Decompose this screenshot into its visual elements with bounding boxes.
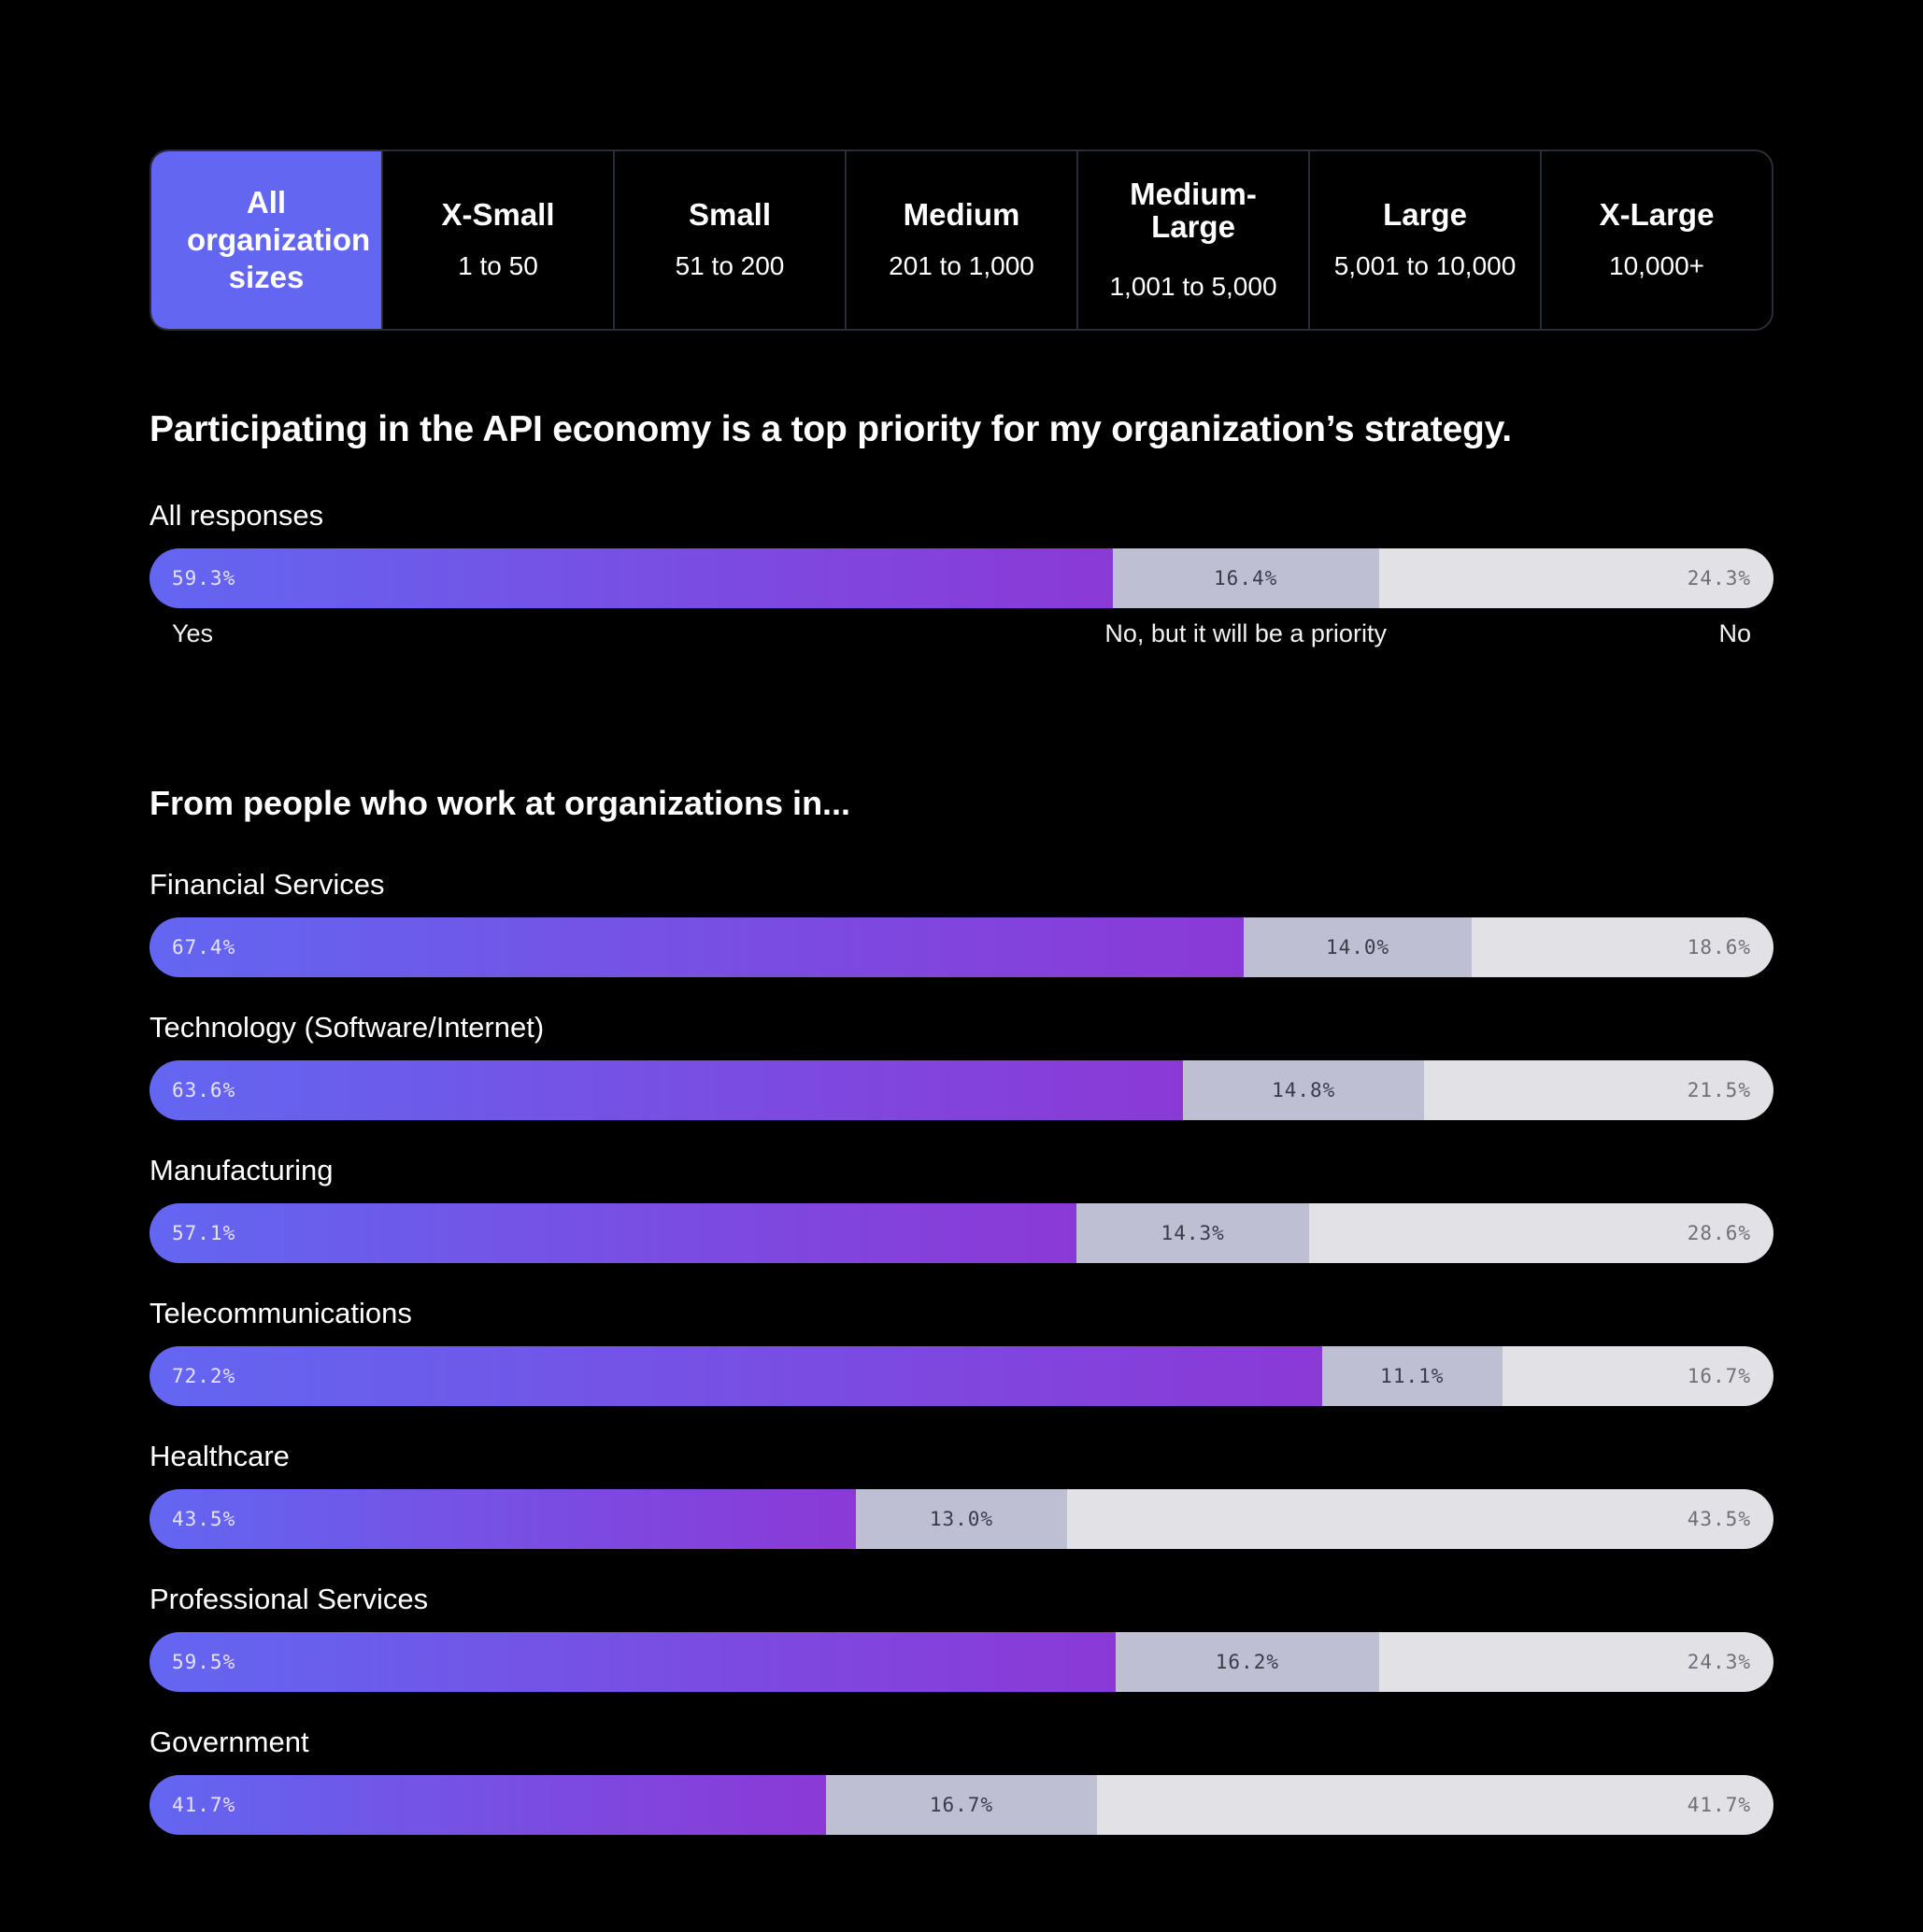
- tab-range: 1 to 50: [458, 251, 538, 281]
- segment-yes: 63.6%: [150, 1060, 1184, 1120]
- segment-yes: 72.2%: [150, 1346, 1322, 1406]
- tab-range: 51 to 200: [675, 251, 785, 281]
- bar-government: 41.7% 16.7% 41.7%: [150, 1775, 1773, 1835]
- segment-no: 43.5%: [1066, 1489, 1773, 1549]
- data-label: 24.3%: [1687, 1651, 1751, 1673]
- segment-no-but-priority: 16.2%: [1116, 1632, 1379, 1692]
- data-label: 14.0%: [1325, 936, 1390, 959]
- data-label: 24.3%: [1687, 567, 1751, 590]
- industry-subheading: From people who work at organizations in…: [150, 784, 851, 822]
- data-label: 16.2%: [1215, 1651, 1279, 1673]
- data-label: 59.3%: [172, 567, 236, 590]
- tab-medium-large[interactable]: Medium-Large 1,001 to 5,000: [1076, 151, 1308, 329]
- bar-label-professional-services: Professional Services: [150, 1583, 429, 1615]
- data-label: 13.0%: [929, 1508, 994, 1530]
- bar-label-financial-services: Financial Services: [150, 868, 385, 901]
- tab-name: X-Small: [441, 196, 555, 232]
- bar-professional-services: 59.5% 16.2% 24.3%: [150, 1632, 1773, 1692]
- bar-all-responses: 59.3% 16.4% 24.3%: [150, 548, 1773, 608]
- segment-no: 24.3%: [1378, 548, 1773, 608]
- legend: Yes No, but it will be a priority No: [150, 608, 1773, 664]
- bar-telecommunications: 72.2% 11.1% 16.7%: [150, 1346, 1773, 1406]
- bar-healthcare: 43.5% 13.0% 43.5%: [150, 1489, 1773, 1549]
- data-label: 16.4%: [1214, 567, 1278, 590]
- segment-no: 24.3%: [1378, 1632, 1773, 1692]
- tab-all-organization-sizes[interactable]: All organization sizes: [151, 151, 381, 329]
- tab-name: Medium: [903, 196, 1020, 232]
- segment-no-but-priority: 14.3%: [1076, 1203, 1309, 1263]
- segment-no: 28.6%: [1308, 1203, 1773, 1263]
- segment-yes: 41.7%: [150, 1775, 827, 1835]
- segment-yes: 43.5%: [150, 1489, 857, 1549]
- tab-medium[interactable]: Medium 201 to 1,000: [845, 151, 1076, 329]
- data-label: 72.2%: [172, 1365, 236, 1387]
- bar-technology: 63.6% 14.8% 21.5%: [150, 1060, 1773, 1120]
- legend-yes: Yes: [172, 619, 214, 647]
- tab-name: Small: [688, 196, 772, 232]
- bar-label-healthcare: Healthcare: [150, 1440, 290, 1472]
- segment-no: 41.7%: [1096, 1775, 1773, 1835]
- segment-no-but-priority: 14.0%: [1244, 917, 1472, 977]
- segment-no-but-priority: 14.8%: [1183, 1060, 1424, 1120]
- segment-yes: 57.1%: [150, 1203, 1077, 1263]
- bar-label-telecommunications: Telecommunications: [150, 1297, 412, 1329]
- data-label: 14.3%: [1161, 1222, 1225, 1244]
- segment-no: 18.6%: [1471, 917, 1773, 977]
- tab-name: Large: [1383, 196, 1467, 232]
- segment-no-but-priority: 11.1%: [1321, 1346, 1503, 1406]
- segment-no-but-priority: 16.7%: [826, 1775, 1097, 1835]
- tab-range: 5,001 to 10,000: [1333, 251, 1517, 281]
- tab-range: 1,001 to 5,000: [1109, 271, 1277, 301]
- tab-name: X-Large: [1599, 196, 1715, 232]
- data-label: 43.5%: [172, 1508, 236, 1530]
- data-label: 57.1%: [172, 1222, 236, 1244]
- data-label: 67.4%: [172, 936, 236, 959]
- segment-yes: 67.4%: [150, 917, 1245, 977]
- bar-label-manufacturing: Manufacturing: [150, 1154, 334, 1186]
- tab-name: Medium-Large: [1130, 177, 1257, 244]
- data-label: 18.6%: [1687, 936, 1751, 959]
- tab-name: All organization sizes: [187, 184, 371, 295]
- data-label: 63.6%: [172, 1079, 236, 1101]
- tab-large[interactable]: Large 5,001 to 10,000: [1308, 151, 1540, 329]
- tab-x-small[interactable]: X-Small 1 to 50: [381, 151, 613, 329]
- data-label: 41.7%: [1687, 1794, 1751, 1816]
- main: All organization sizes X-Small 1 to 50 S…: [150, 149, 1773, 1835]
- data-label: 16.7%: [1687, 1365, 1751, 1387]
- segment-no: 16.7%: [1502, 1346, 1773, 1406]
- legend-no-but-priority: No, but it will be a priority: [1104, 619, 1387, 647]
- bar-label-technology: Technology (Software/Internet): [150, 1011, 545, 1044]
- data-label: 16.7%: [929, 1794, 994, 1816]
- segment-no: 21.5%: [1423, 1060, 1773, 1120]
- bar-manufacturing: 57.1% 14.3% 28.6%: [150, 1203, 1773, 1263]
- bar-label-government: Government: [150, 1726, 309, 1758]
- data-label: 59.5%: [172, 1651, 236, 1673]
- data-label: 21.5%: [1687, 1079, 1751, 1101]
- segment-yes: 59.5%: [150, 1632, 1117, 1692]
- chart-title: Participating in the API economy is a to…: [150, 409, 1512, 449]
- tab-small[interactable]: Small 51 to 200: [613, 151, 845, 329]
- org-size-tabs: All organization sizes X-Small 1 to 50 S…: [150, 149, 1773, 331]
- segment-no-but-priority: 16.4%: [1112, 548, 1379, 608]
- segment-yes: 59.3%: [150, 548, 1113, 608]
- tab-x-large[interactable]: X-Large 10,000+: [1540, 151, 1772, 329]
- data-label: 14.8%: [1272, 1079, 1336, 1101]
- tab-range: 201 to 1,000: [889, 251, 1034, 281]
- data-label: 43.5%: [1687, 1508, 1751, 1530]
- tab-range: 10,000+: [1609, 251, 1704, 281]
- data-label: 28.6%: [1687, 1222, 1751, 1244]
- bar-financial-services: 67.4% 14.0% 18.6%: [150, 917, 1773, 977]
- segment-no-but-priority: 13.0%: [856, 1489, 1067, 1549]
- data-label: 11.1%: [1380, 1365, 1445, 1387]
- legend-no: No: [1718, 619, 1751, 647]
- data-label: 41.7%: [172, 1794, 236, 1816]
- bar-label-all-responses: All responses: [150, 499, 324, 532]
